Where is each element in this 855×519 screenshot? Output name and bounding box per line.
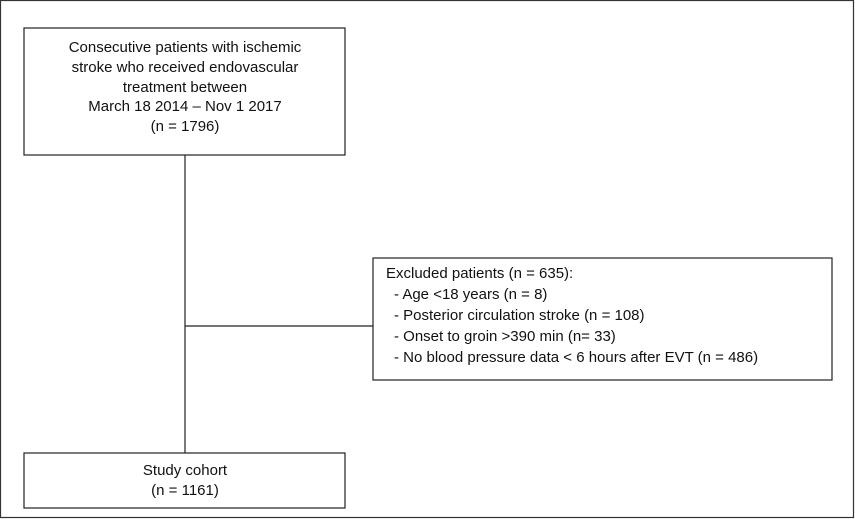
exclusion-item: - No blood pressure data < 6 hours after…: [394, 349, 758, 366]
exclusion-title: Excluded patients (n = 635):: [386, 265, 573, 282]
exclusion-box: [372, 257, 833, 381]
exclusion-item: - Posterior circulation stroke (n = 108): [394, 307, 645, 324]
node-text: treatment between: [123, 79, 247, 96]
node-text: Study cohort: [143, 462, 228, 479]
start-box: [23, 27, 346, 156]
node-text: (n = 1796): [151, 118, 220, 135]
node-text: (n = 1161): [151, 482, 219, 499]
exclusion-item: - Age <18 years (n = 8): [394, 286, 547, 303]
cohort-box: [23, 452, 346, 509]
node-text: March 18 2014 – Nov 1 2017: [88, 98, 281, 115]
node-text: stroke who received endovascular: [72, 59, 299, 76]
exclusion-item: - Onset to groin >390 min (n= 33): [394, 328, 616, 345]
node-text: Consecutive patients with ischemic: [69, 39, 302, 56]
